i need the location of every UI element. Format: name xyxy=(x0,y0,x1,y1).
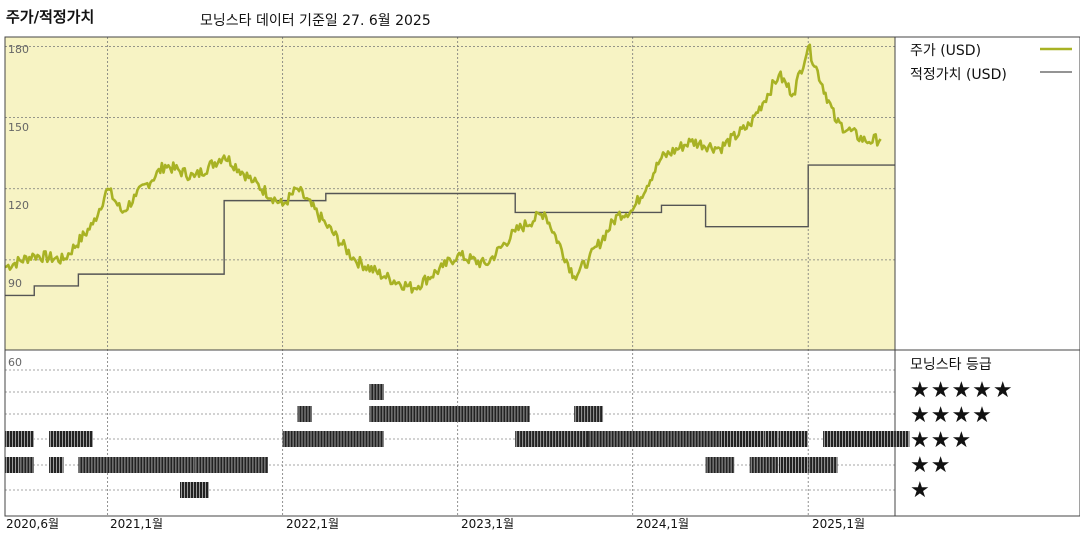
y-tick-label: 120 xyxy=(8,199,29,212)
x-tick-label: 2022,1월 xyxy=(286,517,340,531)
chart-title: 주가/적정가치 xyxy=(6,8,95,26)
rating-label-2-stars: ★★ xyxy=(910,453,952,478)
price-line xyxy=(4,43,882,294)
rating-label-1-star: ★ xyxy=(910,478,931,503)
rating-y-tick-label: 60 xyxy=(8,356,22,369)
rating-period-bar xyxy=(78,457,195,473)
rating-history xyxy=(5,384,910,498)
x-tick-label: 2024,1월 xyxy=(636,517,690,531)
y-tick-label: 150 xyxy=(8,121,29,134)
fair-value-line xyxy=(5,164,895,297)
x-tick-label: 2020,6월 xyxy=(6,517,60,531)
y-tick-label: 90 xyxy=(8,277,22,290)
rating-period-bar xyxy=(369,406,530,422)
rating-label-3-stars: ★★★ xyxy=(910,428,973,453)
rating-label-5-stars: ★★★★★ xyxy=(910,378,1014,403)
legend-price-label: 주가 (USD) xyxy=(910,43,982,59)
data-source-date: 모닝스타 데이터 기준일 27. 6월 2025 xyxy=(200,13,431,29)
legend-fair-value-label: 적정가치 (USD) xyxy=(910,67,1007,83)
rating-period-bar xyxy=(515,431,589,447)
rating-label-4-stars: ★★★★ xyxy=(910,403,993,428)
legend-rating-title: 모닝스타 등급 xyxy=(910,357,992,373)
x-tick-label: 2025,1월 xyxy=(812,517,866,531)
x-tick-label: 2023,1월 xyxy=(461,517,515,531)
rating-period-bar xyxy=(588,431,720,447)
rating-period-bar xyxy=(194,457,268,473)
chart-frame xyxy=(4,36,1080,517)
rating-period-bar xyxy=(49,431,93,447)
rating-period-bar xyxy=(720,431,765,447)
y-tick-label: 180 xyxy=(8,43,29,56)
x-tick-label: 2021,1월 xyxy=(110,517,164,531)
